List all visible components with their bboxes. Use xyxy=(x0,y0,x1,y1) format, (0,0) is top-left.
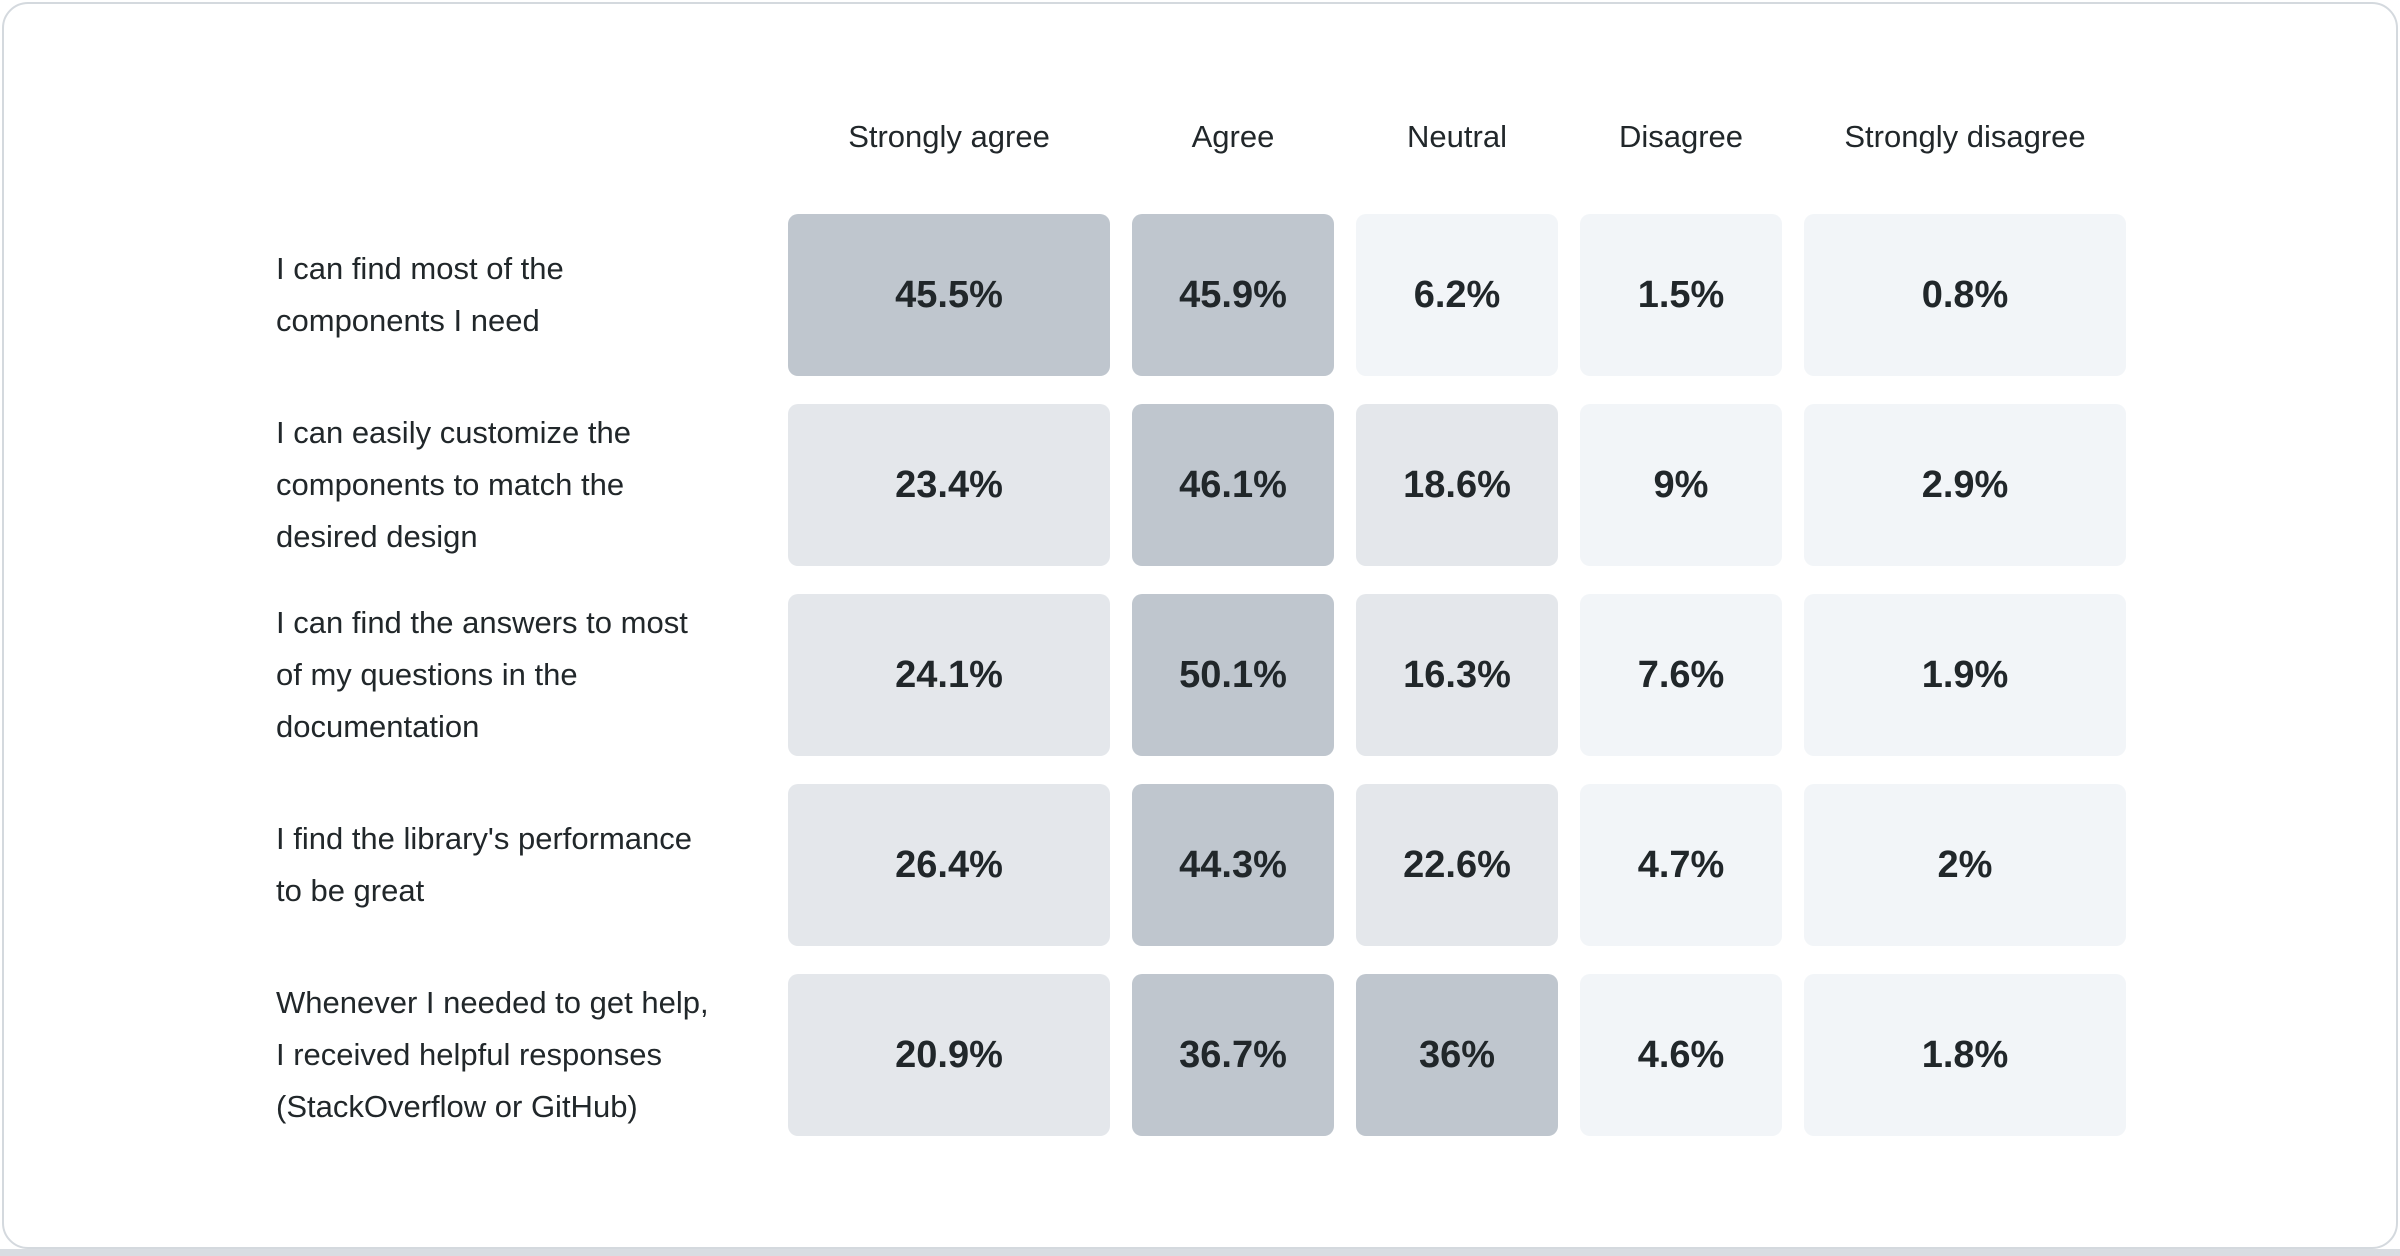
heatmap-cell: 26.4% xyxy=(788,784,1110,946)
row-label: Whenever I needed to get help, I received… xyxy=(276,974,766,1136)
heatmap-cell: 7.6% xyxy=(1580,594,1782,756)
row-label-line: I received helpful responses xyxy=(276,1037,663,1072)
row-label-line: documentation xyxy=(276,709,480,744)
row-label-line: I can easily customize the xyxy=(276,415,631,450)
heatmap-cell: 23.4% xyxy=(788,404,1110,566)
row-label-line: Whenever I needed to get help, xyxy=(276,985,709,1020)
heatmap-cell: 44.3% xyxy=(1132,784,1334,946)
column-header-agree: Agree xyxy=(1191,119,1275,154)
row-label-line: components to match the xyxy=(276,467,625,502)
row-label-line: I can find the answers to most xyxy=(276,605,688,640)
row-label-line: desired design xyxy=(276,519,478,554)
heatmap-cell: 24.1% xyxy=(788,594,1110,756)
heatmap-grid: Strongly agree Agree Neutral Disagree Strong… xyxy=(4,4,2396,1136)
row-label-line: to be great xyxy=(276,873,425,908)
heatmap-cell: 2% xyxy=(1804,784,2126,946)
column-header-neutral: Neutral xyxy=(1407,119,1507,154)
heatmap-cell: 45.9% xyxy=(1132,214,1334,376)
row-label: I can easily customize the components to … xyxy=(276,404,766,566)
heatmap-cell: 46.1% xyxy=(1132,404,1334,566)
heatmap-cell: 4.7% xyxy=(1580,784,1782,946)
heatmap-cell: 36% xyxy=(1356,974,1558,1136)
row-label: I find the library's performance to be gr… xyxy=(276,784,766,946)
heatmap-cell: 4.6% xyxy=(1580,974,1782,1136)
column-header-strongly-agree: Strongly agree xyxy=(848,119,1050,154)
heatmap-cell: 9% xyxy=(1580,404,1782,566)
corner-spacer xyxy=(276,88,766,186)
heatmap-cell: 1.9% xyxy=(1804,594,2126,756)
column-header-disagree: Disagree xyxy=(1618,119,1744,154)
heatmap-cell: 6.2% xyxy=(1356,214,1558,376)
heatmap-cell: 20.9% xyxy=(788,974,1110,1136)
heatmap-cell: 50.1% xyxy=(1132,594,1334,756)
heatmap-cell: 2.9% xyxy=(1804,404,2126,566)
heatmap-cell: 22.6% xyxy=(1356,784,1558,946)
row-label-line: of my questions in the xyxy=(276,657,578,692)
page-background-strip xyxy=(0,1249,2400,1256)
row-label: I can find the answers to most of my ques… xyxy=(276,594,766,756)
heatmap-cell: 36.7% xyxy=(1132,974,1334,1136)
heatmap-cell: 45.5% xyxy=(788,214,1110,376)
row-label-line: I can find most of the xyxy=(276,251,564,286)
row-label-line: I find the library's performance xyxy=(276,821,692,856)
row-label-line: components I need xyxy=(276,303,540,338)
heatmap-cell: 16.3% xyxy=(1356,594,1558,756)
heatmap-cell: 1.8% xyxy=(1804,974,2126,1136)
row-label-line: (StackOverflow or GitHub) xyxy=(276,1089,638,1124)
heatmap-cell: 1.5% xyxy=(1580,214,1782,376)
heatmap-cell: 0.8% xyxy=(1804,214,2126,376)
column-header-strongly-disagree: Strongly disagree xyxy=(1844,119,2086,154)
row-label: I can find most of the components I need xyxy=(276,214,766,376)
heatmap-cell: 18.6% xyxy=(1356,404,1558,566)
